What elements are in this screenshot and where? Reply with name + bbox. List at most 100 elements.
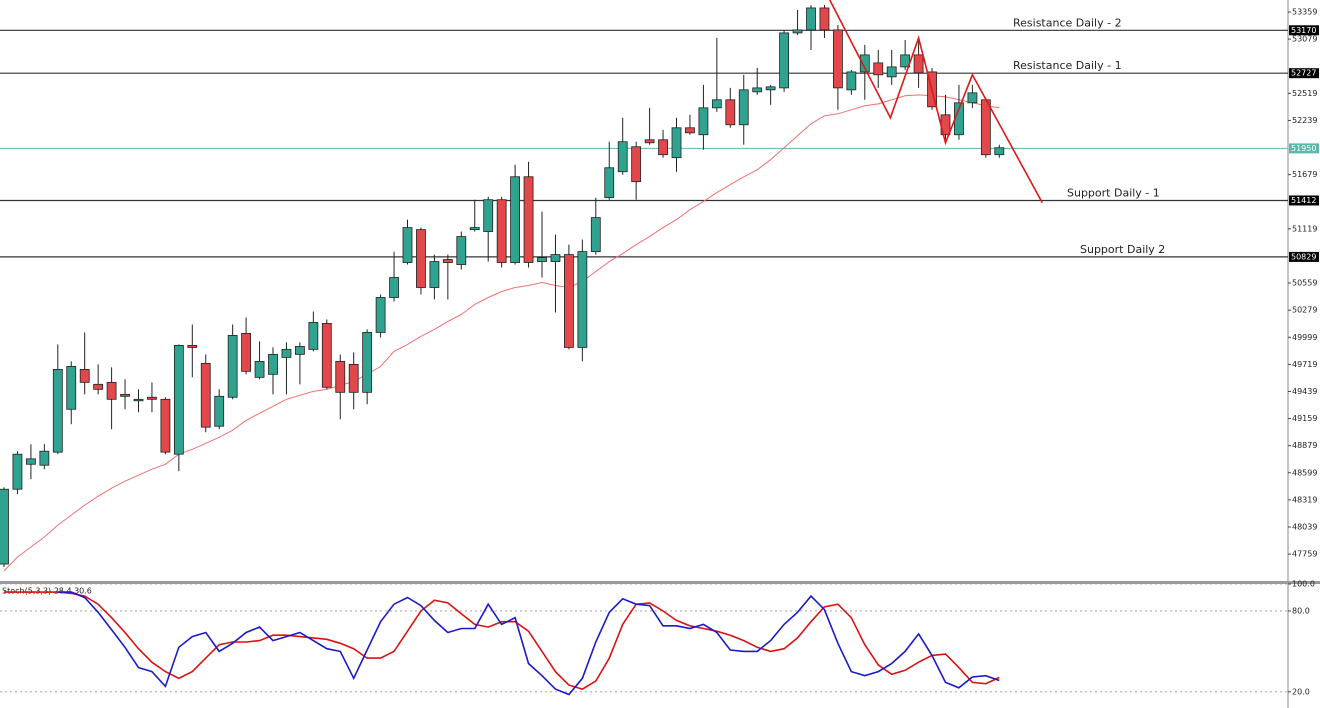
y-tick-label: 52239 bbox=[1292, 116, 1317, 125]
level-box bbox=[1289, 195, 1319, 206]
candle-body bbox=[442, 259, 453, 263]
candle-body bbox=[604, 167, 615, 199]
candle-body bbox=[120, 393, 130, 397]
candle-body bbox=[335, 360, 346, 393]
candle-body bbox=[564, 254, 574, 348]
candle-body bbox=[846, 71, 857, 91]
candle-body bbox=[268, 353, 278, 375]
candle-body bbox=[241, 332, 252, 372]
level-box-label: 50829 bbox=[1291, 252, 1316, 261]
candle-body bbox=[980, 99, 991, 156]
candle-body bbox=[200, 362, 211, 428]
candle-body bbox=[779, 32, 789, 89]
candle-body bbox=[859, 54, 870, 73]
stoch-title: Stoch(5,3,3) 28.4 30.6 bbox=[2, 587, 92, 596]
candle-body bbox=[833, 29, 843, 89]
level-box-label: 52727 bbox=[1291, 69, 1316, 78]
candle-body bbox=[375, 297, 386, 333]
candle-body bbox=[469, 227, 480, 231]
y-tick-label: 49999 bbox=[1292, 333, 1317, 342]
candle-body bbox=[79, 368, 90, 383]
current-price-box bbox=[1289, 143, 1319, 154]
stoch-line bbox=[57, 591, 1000, 696]
level-box bbox=[1289, 25, 1319, 36]
candle-body bbox=[308, 322, 319, 350]
candle-body bbox=[93, 383, 104, 390]
candle-body bbox=[913, 54, 924, 74]
y-tick-label: 80.0 bbox=[1292, 606, 1310, 615]
candle-body bbox=[738, 89, 749, 126]
y-tick-label: 52519 bbox=[1292, 89, 1317, 98]
level-label: Support Daily 2 bbox=[1080, 243, 1165, 256]
candle-body bbox=[106, 381, 117, 400]
candle-body bbox=[496, 199, 507, 263]
candle-body bbox=[658, 139, 668, 156]
candle-body bbox=[819, 7, 830, 31]
moving-average bbox=[3, 94, 1000, 572]
y-tick-label: 100.0 bbox=[1292, 580, 1315, 589]
candle-body bbox=[792, 29, 803, 34]
candle-body bbox=[550, 254, 561, 262]
candle-body bbox=[577, 251, 588, 348]
candle-body bbox=[281, 348, 292, 358]
candle-body bbox=[133, 398, 144, 402]
candle-body bbox=[752, 87, 763, 93]
candle-body bbox=[39, 450, 50, 466]
y-tick-label: 48599 bbox=[1292, 468, 1317, 477]
trendline bbox=[829, 0, 1044, 204]
candle-body bbox=[321, 323, 332, 388]
y-tick-label: 51679 bbox=[1292, 170, 1317, 179]
candle-body bbox=[294, 346, 305, 355]
candle-body bbox=[483, 199, 494, 232]
candle-body bbox=[806, 7, 816, 31]
candle-body bbox=[765, 86, 776, 91]
level-label: Support Daily - 1 bbox=[1067, 186, 1160, 199]
y-tick-label: 49439 bbox=[1292, 387, 1317, 396]
y-tick-label: 53359 bbox=[1292, 8, 1317, 17]
candle-body bbox=[631, 146, 642, 183]
candle-body bbox=[173, 344, 184, 455]
y-tick-label: 48319 bbox=[1292, 495, 1317, 504]
y-tick-label: 51119 bbox=[1292, 224, 1317, 233]
candle-body bbox=[227, 335, 238, 398]
candle-body bbox=[994, 147, 1005, 156]
candle-body bbox=[617, 141, 628, 173]
candle-body bbox=[671, 127, 682, 159]
candle-body bbox=[52, 368, 63, 453]
candle-body bbox=[254, 360, 265, 378]
candle-body bbox=[429, 261, 440, 288]
y-tick-label: 47759 bbox=[1292, 550, 1317, 559]
candle-body bbox=[416, 229, 426, 288]
panel-separator bbox=[0, 581, 1320, 584]
level-box bbox=[1289, 251, 1319, 262]
candle-body bbox=[590, 217, 601, 252]
current-price-label: 51950 bbox=[1291, 144, 1316, 153]
candle-body bbox=[66, 365, 77, 410]
candle-body bbox=[214, 395, 225, 427]
candle-body bbox=[685, 127, 695, 134]
candle-body bbox=[456, 236, 467, 265]
candle-body bbox=[886, 66, 897, 78]
y-tick-label: 50559 bbox=[1292, 279, 1317, 288]
candle-body bbox=[348, 363, 359, 393]
candle-body bbox=[967, 92, 978, 104]
candle-body bbox=[25, 458, 36, 465]
candle-body bbox=[362, 332, 373, 393]
level-box-label: 51412 bbox=[1291, 196, 1316, 205]
candle-body bbox=[389, 277, 399, 298]
y-tick-label: 48039 bbox=[1292, 522, 1317, 531]
level-label: Resistance Daily - 2 bbox=[1013, 16, 1122, 29]
candle-body bbox=[402, 227, 413, 263]
candle-body bbox=[187, 344, 198, 348]
candle-body bbox=[523, 176, 534, 263]
candle-body bbox=[160, 398, 171, 453]
candle-body bbox=[725, 99, 736, 126]
candle-body bbox=[711, 99, 722, 109]
y-tick-label: 49719 bbox=[1292, 360, 1317, 369]
candle-body bbox=[0, 488, 9, 565]
candle-body bbox=[147, 396, 157, 400]
candle-body bbox=[510, 176, 521, 263]
y-tick-label: 53079 bbox=[1292, 35, 1317, 44]
y-tick-label: 50279 bbox=[1292, 306, 1317, 315]
